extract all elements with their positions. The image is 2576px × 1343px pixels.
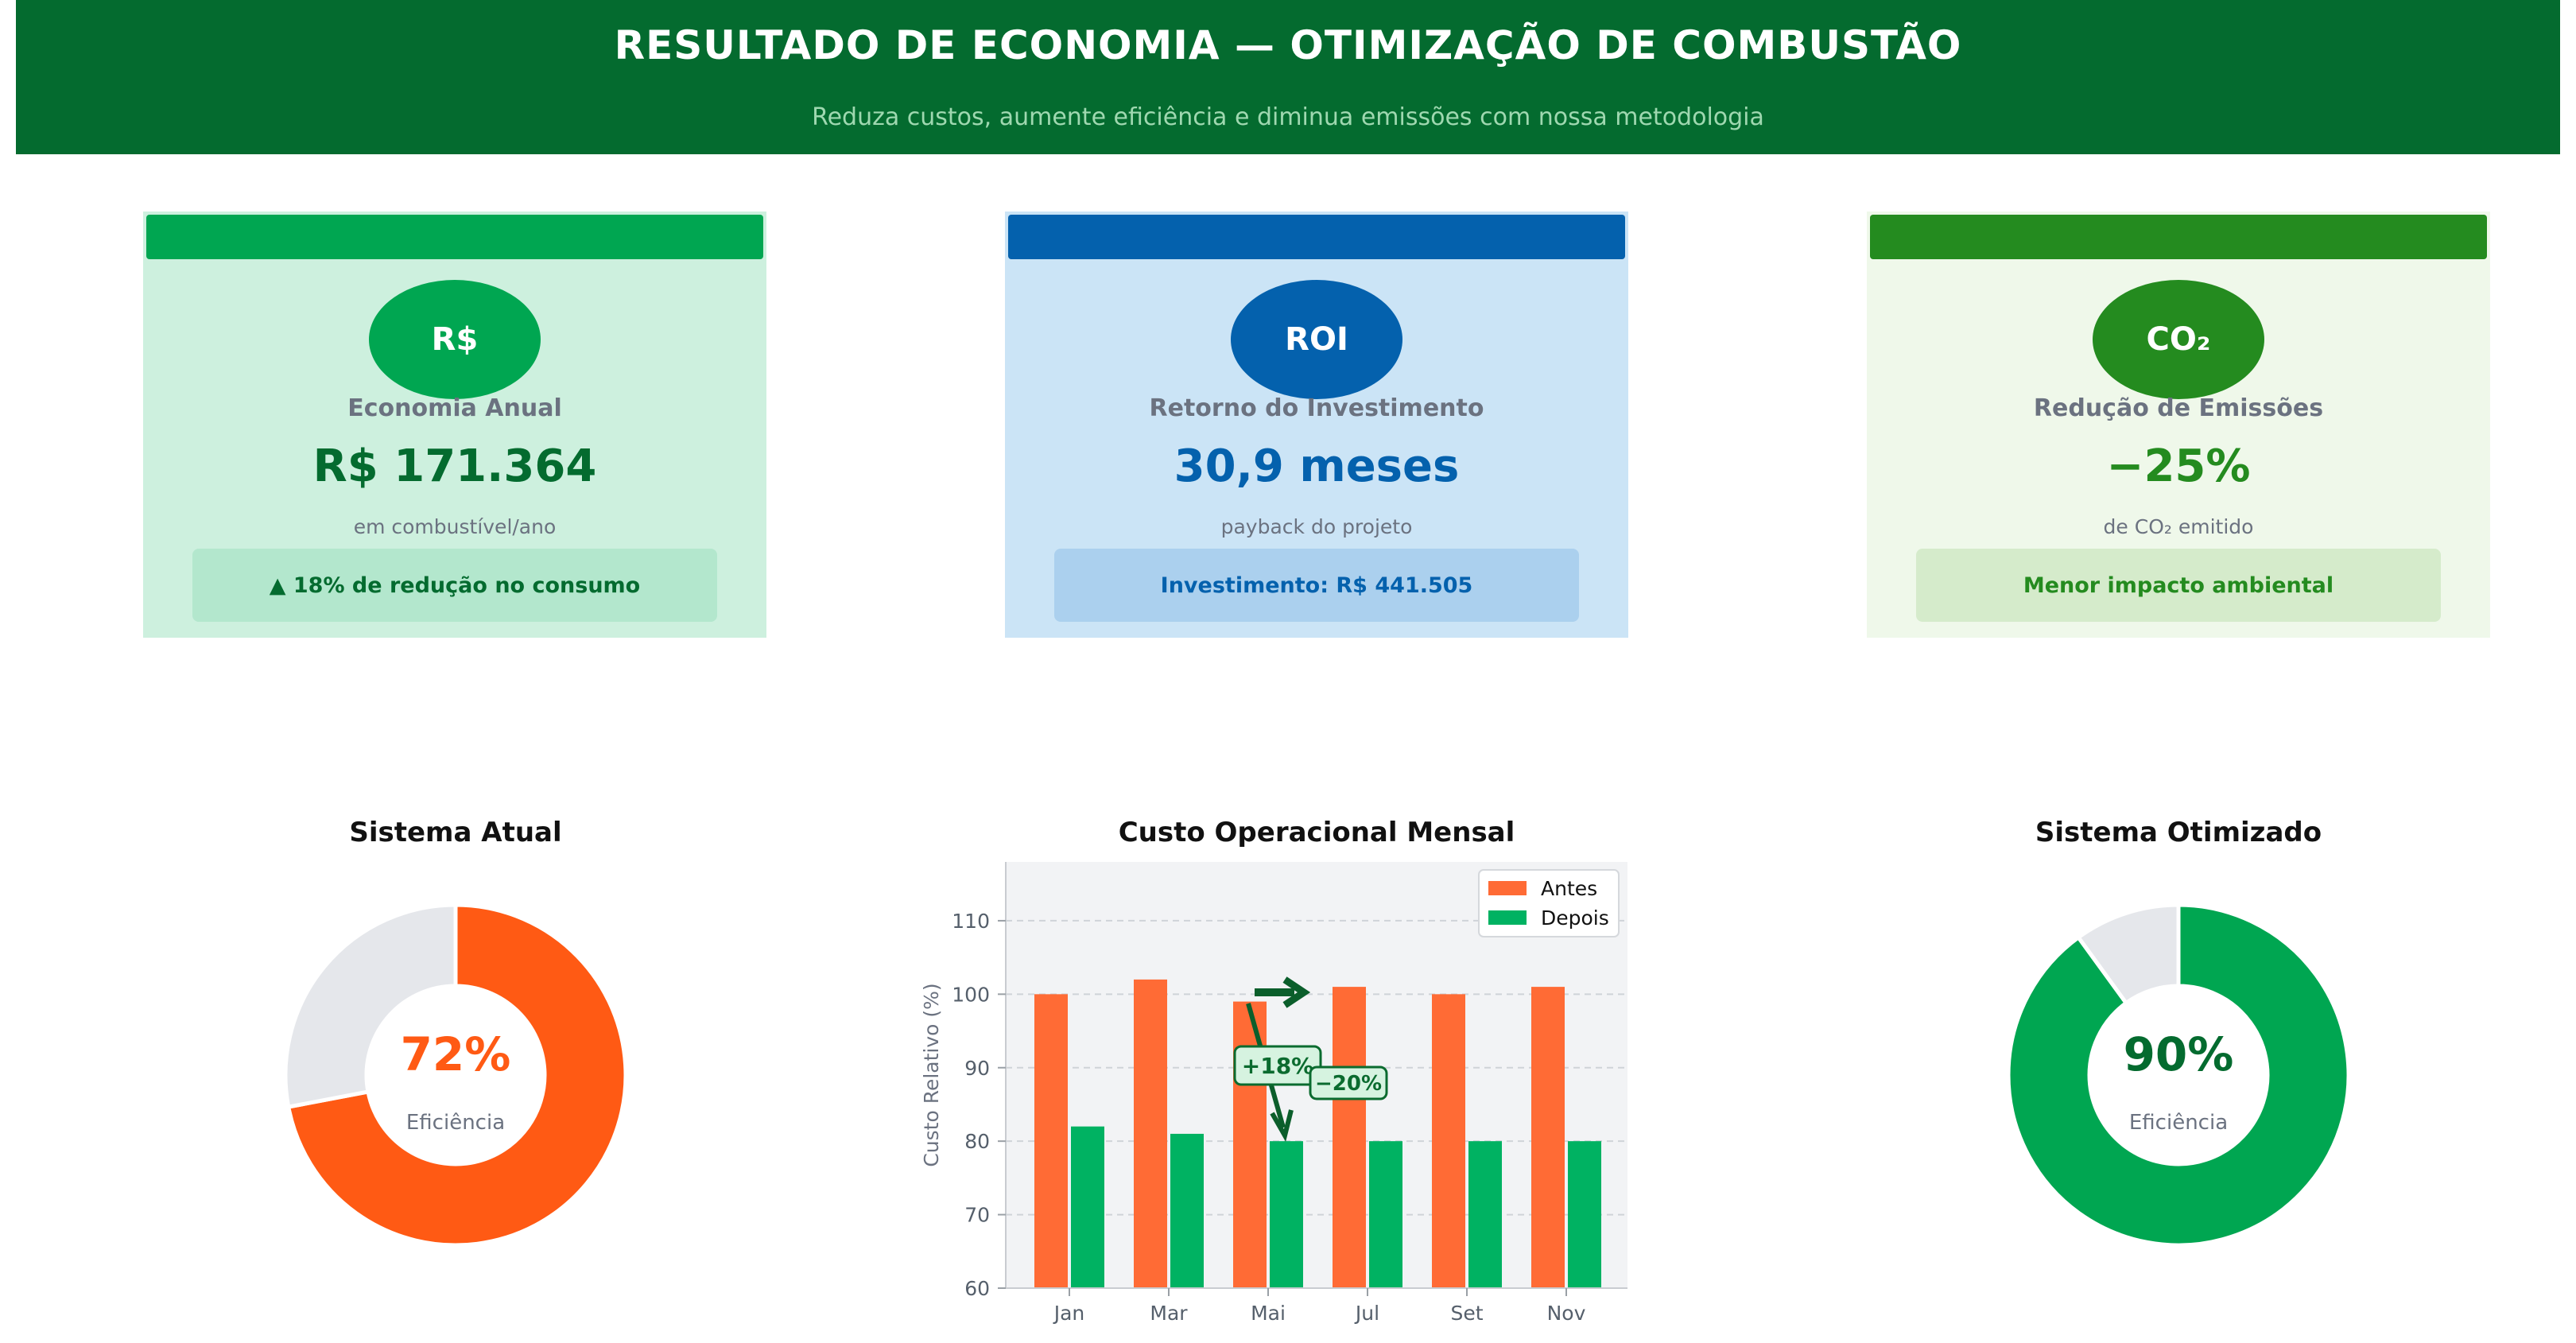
bar-depois xyxy=(1369,1141,1402,1288)
bar-chart-monthly-cost: Custo Operacional Mensal 60 70 80 90 100 110 J… xyxy=(920,817,1627,1325)
annotation-badge xyxy=(1233,1045,1322,1086)
donut-slice xyxy=(2075,902,2181,1006)
bar-antes xyxy=(1134,979,1167,1288)
y-tick-label: 100 xyxy=(952,983,990,1006)
donut-center-caption: Eficiência xyxy=(406,1111,505,1135)
y-tick-label: 60 xyxy=(964,1277,990,1300)
card-label: Retorno do Investimento xyxy=(1149,394,1484,422)
card-accent-strip xyxy=(146,215,763,259)
donut-chart-current: Sistema Atual 72% Eficiência xyxy=(283,817,628,1248)
card-highlight: Menor impacto ambiental xyxy=(1916,549,2441,622)
x-tick-label: Nov xyxy=(1547,1302,1586,1325)
bar-depois xyxy=(1568,1141,1601,1288)
kpi-card-roi: ROI Retorno do Investimento 30,9 meses p… xyxy=(1005,212,1628,638)
currency-icon: R$ xyxy=(369,280,541,399)
x-tick-label: Jan xyxy=(1053,1302,1085,1325)
annotation-badge xyxy=(1309,1065,1388,1100)
donut-slice xyxy=(285,902,628,1248)
annotation-decrease: −20% xyxy=(1315,1072,1382,1096)
card-label: Economia Anual xyxy=(347,394,562,422)
card-note: payback do projeto xyxy=(1220,515,1413,538)
legend-label-depois: Depois xyxy=(1541,906,1609,930)
chart-legend: Antes Depois xyxy=(1478,869,1620,937)
y-tick-label: 80 xyxy=(964,1130,990,1153)
card-label: Redução de Emissões xyxy=(2033,394,2324,422)
header-banner: RESULTADO DE ECONOMIA — OTIMIZAÇÃO DE CO… xyxy=(16,0,2560,154)
card-note: em combustível/ano xyxy=(353,515,557,538)
page-title: RESULTADO DE ECONOMIA — OTIMIZAÇÃO DE CO… xyxy=(614,22,1962,68)
page-subtitle: Reduza custos, aumente eficiência e dimi… xyxy=(812,103,1764,131)
card-highlight: ▲ 18% de redução no consumo xyxy=(192,549,717,622)
card-note: de CO₂ emitido xyxy=(2103,515,2254,538)
chart-title: Custo Operacional Mensal xyxy=(1119,817,1515,848)
y-tick-label: 90 xyxy=(964,1057,990,1080)
annotation-increase: +18% xyxy=(1242,1053,1313,1079)
y-axis-label: Custo Relativo (%) xyxy=(920,983,943,1166)
arrow-right-head-icon xyxy=(1282,976,1311,1008)
y-tick-label: 70 xyxy=(964,1204,990,1227)
donut-chart-optimized: Sistema Otimizado 90% Eficiência xyxy=(2006,817,2351,1248)
chart-title: Sistema Otimizado xyxy=(2035,817,2322,848)
donut-slice xyxy=(283,902,458,1110)
x-tick-label: Jul xyxy=(1354,1302,1379,1325)
bar-antes xyxy=(1333,987,1366,1288)
card-value: −25% xyxy=(2106,441,2251,492)
co2-icon: CO₂ xyxy=(2093,280,2264,399)
kpi-card-co2: CO₂ Redução de Emissões −25% de CO₂ emit… xyxy=(1867,212,2490,638)
bar-depois xyxy=(1071,1126,1104,1288)
y-tick-label: 110 xyxy=(952,910,990,933)
bar-antes xyxy=(1432,994,1465,1288)
legend-swatch-antes xyxy=(1488,881,1527,895)
legend-label-antes: Antes xyxy=(1541,877,1597,900)
chart-title: Sistema Atual xyxy=(349,817,561,848)
donut-slice xyxy=(2006,902,2351,1248)
bar-antes xyxy=(1034,994,1068,1288)
donut-center-caption: Eficiência xyxy=(2129,1111,2228,1135)
donut-center-value: 90% xyxy=(2124,1027,2234,1081)
roi-icon: ROI xyxy=(1231,280,1402,399)
kpi-card-economia: R$ Economia Anual R$ 171.364 em combustí… xyxy=(143,212,766,638)
chart-annotations: +18% −20% xyxy=(1233,976,1388,1142)
x-tick-label: Set xyxy=(1450,1302,1483,1325)
bar-antes xyxy=(1531,987,1565,1288)
arrow-down-head-icon xyxy=(1270,1109,1294,1142)
bar-depois xyxy=(1270,1141,1303,1288)
card-accent-strip xyxy=(1870,215,2487,259)
card-value: R$ 171.364 xyxy=(312,441,597,492)
card-value: 30,9 meses xyxy=(1174,441,1460,492)
card-accent-strip xyxy=(1008,215,1625,259)
x-tick-label: Mai xyxy=(1251,1302,1286,1325)
card-highlight: Investimento: R$ 441.505 xyxy=(1054,549,1579,622)
donut-center-value: 72% xyxy=(401,1027,511,1081)
bar-depois xyxy=(1468,1141,1502,1288)
x-tick-label: Mar xyxy=(1150,1302,1188,1325)
legend-swatch-depois xyxy=(1488,910,1527,925)
bar-depois xyxy=(1170,1133,1204,1288)
